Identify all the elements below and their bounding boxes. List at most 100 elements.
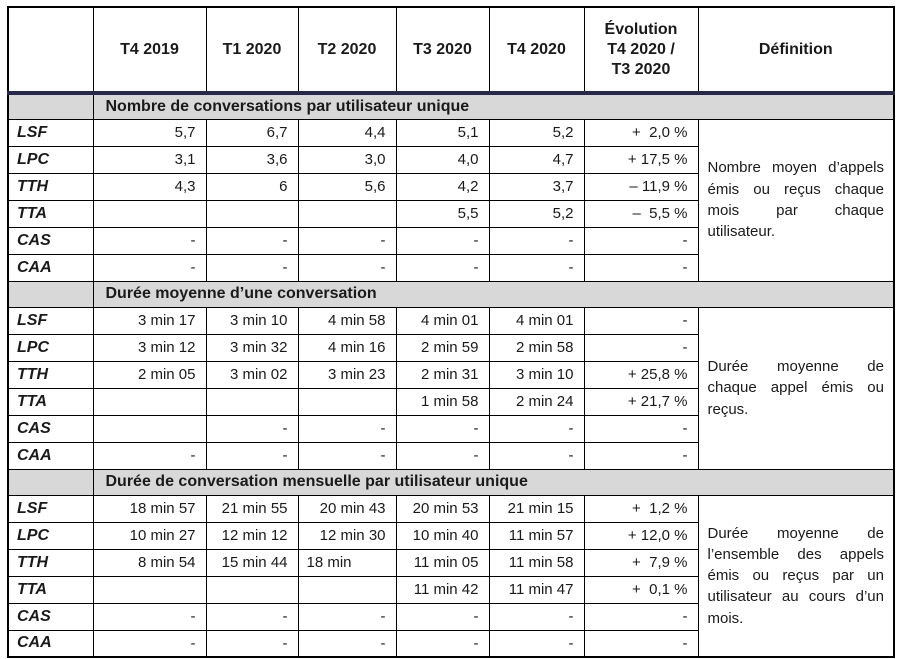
- cell: 2 min 59: [395, 333, 490, 362]
- cell: -: [297, 629, 397, 658]
- cell: 4,2: [395, 172, 490, 201]
- row-label: CAA: [7, 441, 94, 470]
- cell-evolution: + 7,9 %: [583, 548, 699, 577]
- row-label: TTA: [7, 575, 94, 604]
- cell: 21 min 15: [488, 494, 585, 523]
- cell: 3,0: [297, 145, 397, 174]
- cell: 8 min 54: [92, 548, 207, 577]
- cell: 10 min 40: [395, 521, 490, 550]
- row-label: LPC: [7, 145, 94, 174]
- cell: 11 min 57: [488, 521, 585, 550]
- cell: -: [395, 629, 490, 658]
- cell: 3 min 23: [297, 360, 397, 389]
- cell-evolution: -: [583, 306, 699, 335]
- table-row-tta: TTA 11 min 42 11 min 47 + 0,1 %: [7, 575, 894, 604]
- cell: -: [488, 226, 585, 255]
- cell: 3 min 17: [92, 306, 207, 335]
- definition-text: Durée moyenne de chaque appel émis ou re…: [697, 306, 895, 470]
- cell-evolution: + 2,0 %: [583, 118, 699, 147]
- cell: 11 min 05: [395, 548, 490, 577]
- col-header-t4-2020: T4 2020: [488, 6, 585, 95]
- cell: -: [488, 602, 585, 631]
- cell-evolution: -: [583, 602, 699, 631]
- cell: [297, 199, 397, 228]
- cell: [297, 575, 397, 604]
- cell-evolution: -: [583, 253, 699, 282]
- section-blank-cell: [7, 92, 94, 120]
- row-label: TTA: [7, 387, 94, 416]
- cell: 2 min 58: [488, 333, 585, 362]
- cell: -: [395, 602, 490, 631]
- cell-evolution: + 25,8 %: [583, 360, 699, 389]
- cell: 11 min 47: [488, 575, 585, 604]
- table-row-caa: CAA - - - - - -: [7, 629, 894, 658]
- cell: 10 min 27: [92, 521, 207, 550]
- cell: 18 min: [297, 548, 397, 577]
- cell: -: [395, 253, 490, 282]
- cell: 1 min 58: [395, 387, 490, 416]
- cell: [92, 387, 207, 416]
- cell: -: [205, 226, 299, 255]
- cell: 20 min 53: [395, 494, 490, 523]
- cell: 3 min 12: [92, 333, 207, 362]
- corner-blank-cell: [7, 6, 94, 95]
- cell: 18 min 57: [92, 494, 207, 523]
- cell: 5,6: [297, 172, 397, 201]
- cell-evolution: -: [583, 226, 699, 255]
- table-row-lsf: LSF 18 min 57 21 min 55 20 min 43 20 min…: [7, 494, 895, 658]
- table-row-caa: CAA - - - - - -: [7, 253, 894, 282]
- section-title: Durée de conversation mensuelle par util…: [92, 468, 895, 496]
- definition-text: Nombre moyen d’appels émis ou reçus chaq…: [697, 118, 895, 282]
- column-header-row: T4 2019 T1 2020 T2 2020 T3 2020 T4 2020 …: [7, 6, 895, 95]
- cell: 11 min 42: [395, 575, 490, 604]
- cell: [205, 575, 299, 604]
- cell: 3 min 02: [205, 360, 299, 389]
- cell: 5,7: [92, 118, 207, 147]
- row-label: LSF: [7, 306, 94, 335]
- cell: 5,2: [488, 118, 585, 147]
- row-label: CAS: [7, 226, 94, 255]
- cell: 21 min 55: [205, 494, 299, 523]
- cell-evolution: + 1,2 %: [583, 494, 699, 523]
- cell: -: [488, 253, 585, 282]
- cell: -: [395, 226, 490, 255]
- cell: [205, 387, 299, 416]
- cell-evolution: + 17,5 %: [583, 145, 699, 174]
- table-row-lsf: LSF 5,7 6,7 4,4 5,1 5,2 + 2,0 % Nombre m…: [7, 118, 895, 282]
- cell: 4 min 16: [297, 333, 397, 362]
- row-label: CAS: [7, 602, 94, 631]
- cell: -: [488, 629, 585, 658]
- table-row-tta: TTA 5,5 5,2 – 5,5 %: [7, 199, 894, 228]
- cell: -: [205, 253, 299, 282]
- cell: -: [395, 441, 490, 470]
- cell: [92, 414, 207, 443]
- cell-evolution: – 5,5 %: [583, 199, 699, 228]
- cell: 2 min 05: [92, 360, 207, 389]
- cell: -: [205, 414, 299, 443]
- cell: 5,2: [488, 199, 585, 228]
- cell: [297, 387, 397, 416]
- cell: -: [205, 441, 299, 470]
- table-row-tth: TTH 4,3 6 5,6 4,2 3,7 – 11,9 %: [7, 172, 894, 201]
- col-header-definition: Définition: [697, 6, 895, 95]
- col-header-t2-2020: T2 2020: [297, 6, 397, 95]
- row-label: LSF: [7, 118, 94, 147]
- table-row-lsf: LSF 3 min 17 3 min 10 4 min 58 4 min 01 …: [7, 306, 895, 470]
- table-row-cas: CAS - - - - - -: [7, 602, 894, 631]
- cell-evolution: + 0,1 %: [583, 575, 699, 604]
- col-header-t4-2019: T4 2019: [92, 6, 207, 95]
- usage-statistics-table: T4 2019 T1 2020 T2 2020 T3 2020 T4 2020 …: [7, 6, 895, 658]
- cell: -: [205, 602, 299, 631]
- cell: 5,1: [395, 118, 490, 147]
- cell: -: [92, 602, 207, 631]
- cell: 12 min 30: [297, 521, 397, 550]
- section-header-row: Nombre de conversations par utilisateur …: [7, 92, 895, 120]
- section-header-row: Durée de conversation mensuelle par util…: [7, 468, 895, 496]
- cell: -: [205, 629, 299, 658]
- cell: -: [297, 253, 397, 282]
- cell: 6: [205, 172, 299, 201]
- row-label: LPC: [7, 333, 94, 362]
- section-monthly-conversation-duration: Durée de conversation mensuelle par util…: [7, 468, 895, 658]
- cell: 6,7: [205, 118, 299, 147]
